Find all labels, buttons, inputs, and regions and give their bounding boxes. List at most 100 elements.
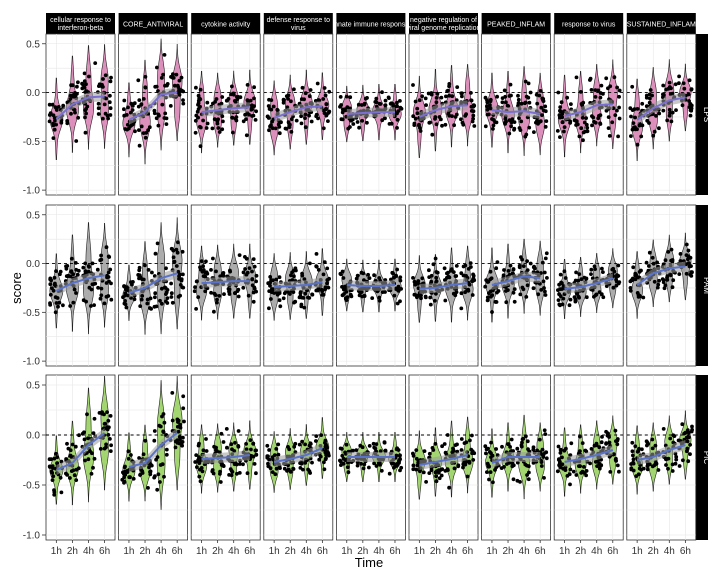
data-point: [564, 446, 568, 451]
data-point: [229, 442, 234, 447]
data-point: [506, 104, 511, 108]
data-point: [434, 100, 439, 105]
data-point: [585, 129, 590, 134]
data-point: [72, 108, 77, 112]
data-point: [383, 290, 387, 294]
data-point: [398, 275, 403, 280]
data-point: [485, 295, 490, 300]
data-point: [361, 466, 366, 471]
data-point: [422, 449, 427, 453]
data-point: [267, 128, 271, 133]
x-tick-label: 2h: [67, 546, 78, 557]
x-tick-label: 2h: [430, 546, 441, 557]
data-point: [254, 279, 258, 284]
data-point: [68, 448, 73, 453]
x-tick-label: 6h: [535, 546, 546, 557]
data-point: [539, 464, 544, 468]
data-point: [394, 286, 398, 291]
data-point: [589, 447, 594, 451]
data-point: [221, 119, 225, 124]
data-point: [108, 267, 113, 272]
x-tick-label: 6h: [462, 546, 473, 557]
data-point: [164, 452, 169, 457]
data-point: [371, 441, 376, 446]
data-point: [102, 102, 107, 107]
facet-panel: [553, 374, 624, 541]
y-tick-label: 0.5: [26, 381, 40, 392]
data-point: [300, 439, 304, 444]
data-point: [267, 289, 272, 293]
data-point: [181, 285, 186, 290]
data-point: [231, 91, 236, 96]
x-tick-label: 4h: [664, 546, 675, 557]
data-point: [106, 418, 111, 423]
data-point: [193, 118, 198, 123]
data-point: [174, 72, 179, 77]
data-point: [324, 113, 329, 118]
data-point: [123, 291, 128, 296]
data-point: [540, 113, 544, 117]
data-point: [194, 85, 198, 90]
data-point: [172, 259, 177, 264]
data-point: [671, 433, 676, 438]
data-point: [387, 471, 392, 476]
data-point: [95, 267, 100, 272]
data-point: [83, 108, 88, 113]
data-point: [228, 268, 232, 273]
data-point: [150, 270, 154, 275]
x-tick-label: 4h: [519, 546, 530, 557]
data-point: [152, 475, 157, 480]
data-point: [148, 470, 152, 474]
data-point: [597, 445, 602, 450]
column-strip: SUSTAINED_INFLAM: [627, 13, 696, 34]
data-point: [674, 108, 678, 112]
data-point: [252, 85, 256, 90]
data-point: [291, 466, 296, 471]
data-point: [453, 115, 458, 119]
data-point: [543, 293, 548, 297]
data-point: [663, 283, 668, 288]
data-point: [322, 260, 327, 264]
data-point: [326, 119, 330, 123]
data-point: [485, 104, 489, 109]
data-point: [292, 300, 296, 305]
data-point: [650, 255, 655, 260]
column-strip: response to virus: [554, 13, 624, 34]
data-point: [544, 450, 549, 455]
data-point: [53, 118, 57, 123]
data-point: [459, 448, 464, 452]
data-point: [104, 96, 108, 101]
column-strip-label: response to virus: [562, 22, 616, 29]
data-point: [395, 100, 399, 105]
data-point: [314, 439, 318, 443]
data-point: [267, 306, 271, 311]
data-point: [108, 437, 112, 441]
data-point: [372, 461, 376, 466]
data-point: [153, 251, 158, 256]
data-point: [444, 94, 448, 99]
data-point: [531, 445, 536, 450]
data-point: [386, 95, 391, 100]
data-point: [565, 474, 570, 478]
data-point: [510, 461, 515, 465]
data-point: [615, 463, 620, 468]
data-point: [580, 441, 585, 445]
data-point: [378, 462, 382, 467]
data-point: [429, 273, 434, 278]
data-point: [317, 457, 322, 462]
data-point: [254, 471, 258, 476]
data-point: [344, 296, 349, 300]
data-point: [82, 71, 87, 76]
data-point: [108, 106, 113, 111]
data-point: [568, 467, 573, 472]
data-point: [140, 277, 145, 282]
data-point: [463, 263, 468, 268]
data-point: [230, 84, 234, 89]
data-point: [314, 434, 319, 438]
data-point: [434, 122, 439, 127]
trend-line: [491, 456, 541, 464]
data-point: [414, 293, 418, 298]
data-point: [677, 81, 681, 86]
data-point: [224, 427, 229, 431]
